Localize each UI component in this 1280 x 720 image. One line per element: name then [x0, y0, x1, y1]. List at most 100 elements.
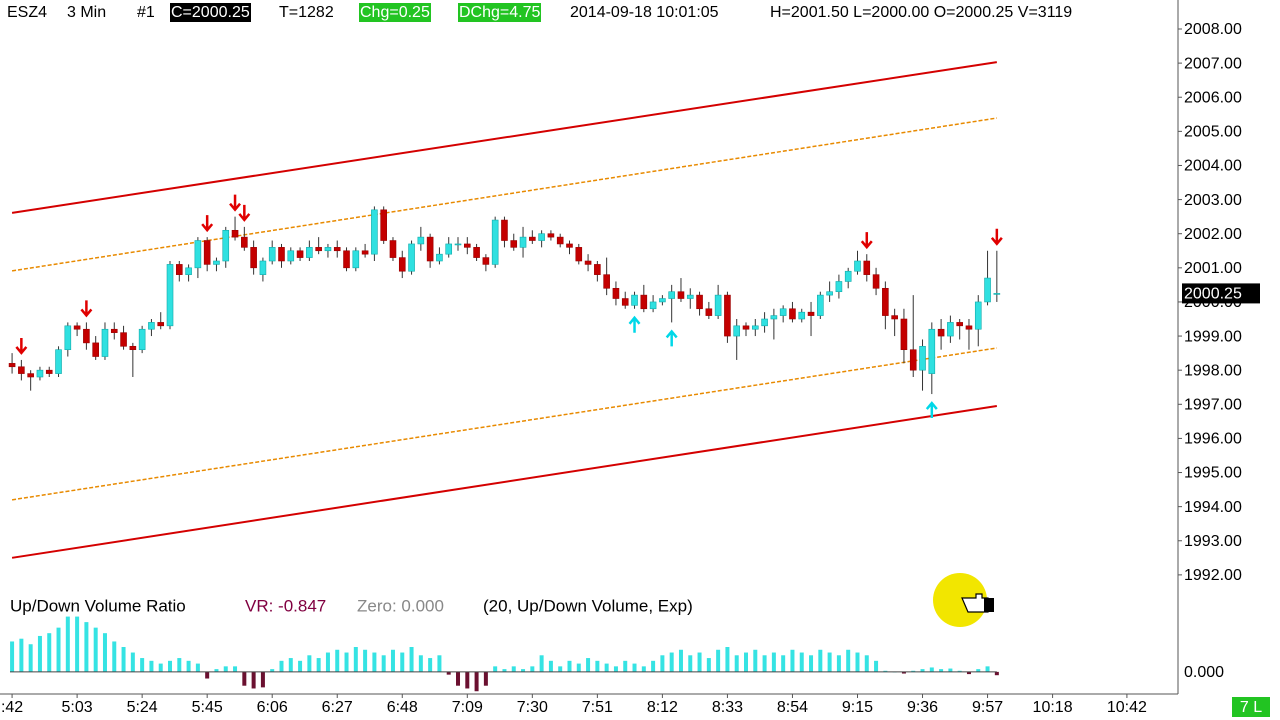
candle-body	[556, 236, 564, 245]
indicator-bar	[548, 660, 553, 672]
indicator-bar	[325, 652, 330, 672]
indicator-bar	[948, 668, 953, 672]
x-tick-label: 5:45	[192, 699, 223, 716]
candle-body	[529, 236, 536, 241]
channel-line	[11, 117, 997, 272]
indicator-bar	[976, 669, 981, 672]
candle-body	[64, 325, 72, 351]
candle-body	[965, 325, 973, 330]
y-tick-label: 2005.00	[1184, 124, 1242, 141]
candle-body	[584, 260, 592, 265]
candle-body	[259, 260, 267, 275]
candle-body	[668, 291, 675, 299]
indicator-bar	[883, 670, 888, 672]
indicator-bar	[428, 658, 433, 672]
candle-body	[417, 236, 425, 245]
indicator-bar	[790, 649, 795, 672]
candle-body	[882, 287, 889, 316]
indicator-bar	[641, 666, 646, 672]
candle-body	[826, 291, 833, 296]
indicator-bar	[530, 666, 535, 672]
indicator-bar	[298, 660, 303, 672]
x-tick-label: 5:03	[62, 699, 93, 716]
indicator-bar	[985, 666, 990, 672]
candle-body	[705, 308, 713, 316]
indicator-bar	[669, 652, 674, 672]
x-tick-label: 9:57	[972, 699, 1003, 716]
candle-body	[213, 260, 220, 265]
candle-body	[83, 328, 90, 344]
indicator-bar	[93, 627, 98, 672]
indicator-bar	[957, 670, 962, 672]
candle-body	[231, 229, 239, 238]
datetime: 2014-09-18 10:01:05	[570, 4, 719, 21]
indicator-bar	[734, 655, 739, 672]
candle-body	[398, 257, 406, 272]
status: 7 L	[1240, 699, 1262, 716]
candle-body	[176, 264, 183, 275]
y-tick-label: 1996.00	[1184, 431, 1242, 448]
candle-body	[203, 240, 211, 265]
candle-body	[120, 332, 127, 347]
y-tick-label: 2002.00	[1184, 226, 1242, 243]
candle-body	[807, 311, 815, 316]
indicator-bar	[521, 669, 526, 672]
indicator-bar	[195, 663, 200, 672]
candle-body	[575, 247, 583, 262]
close-value: C=2000.25	[170, 3, 251, 22]
indicator-bar	[307, 655, 312, 672]
indicator-bar	[502, 669, 507, 672]
tick-count: T=1282	[279, 4, 334, 21]
price-plot	[8, 61, 1003, 559]
indicator-bar	[251, 671, 256, 689]
y-tick-label: 2004.00	[1184, 158, 1242, 175]
candle-body	[352, 250, 360, 269]
indicator-bar	[353, 647, 358, 672]
indicator-bar	[177, 658, 182, 672]
candle-body	[185, 267, 192, 275]
y-tick-label: 2006.00	[1184, 89, 1242, 106]
candle-body	[817, 294, 824, 316]
candle-body	[909, 349, 917, 371]
indicator-vr: VR: -0.847	[245, 596, 326, 615]
candle-body	[649, 301, 657, 310]
candle-body	[380, 209, 387, 241]
indicator-bar	[911, 670, 916, 672]
indicator-bar	[418, 655, 423, 672]
indicator-bar	[279, 660, 284, 672]
indicator-bar	[28, 644, 33, 672]
candle-body	[519, 236, 527, 248]
indicator-title: Up/Down Volume Ratio	[10, 596, 186, 615]
status-box	[1232, 697, 1270, 717]
candle-body	[296, 250, 304, 258]
candle-body	[371, 209, 378, 255]
candle-body	[547, 233, 555, 238]
candle-body	[361, 250, 369, 255]
candle-body	[250, 247, 257, 269]
candle-body	[36, 369, 44, 378]
channel-line	[11, 61, 997, 214]
candle-body	[389, 240, 397, 258]
signal-arrow	[628, 315, 641, 333]
x-tick-label: 5:24	[127, 699, 158, 716]
indicator-bar	[260, 671, 265, 688]
indicator-bar	[818, 649, 823, 672]
signal-arrow	[229, 194, 242, 212]
indicator-bar	[836, 655, 841, 672]
candle-body	[844, 270, 852, 282]
candle-body	[241, 236, 248, 248]
candle-body	[947, 322, 954, 337]
candle-body	[779, 308, 787, 316]
indicator-bar	[344, 652, 349, 672]
candle-body	[919, 345, 926, 371]
candle-body	[510, 240, 518, 248]
candle-body	[501, 219, 508, 241]
indicator-bar	[102, 633, 107, 672]
candle-body	[603, 274, 610, 289]
signal-arrow	[860, 232, 873, 250]
indicator-zero: Zero: 0.000	[357, 596, 444, 615]
x-tick-label: :42	[1, 699, 23, 716]
indicator-bar	[929, 667, 934, 672]
indicator-bar	[400, 652, 405, 672]
